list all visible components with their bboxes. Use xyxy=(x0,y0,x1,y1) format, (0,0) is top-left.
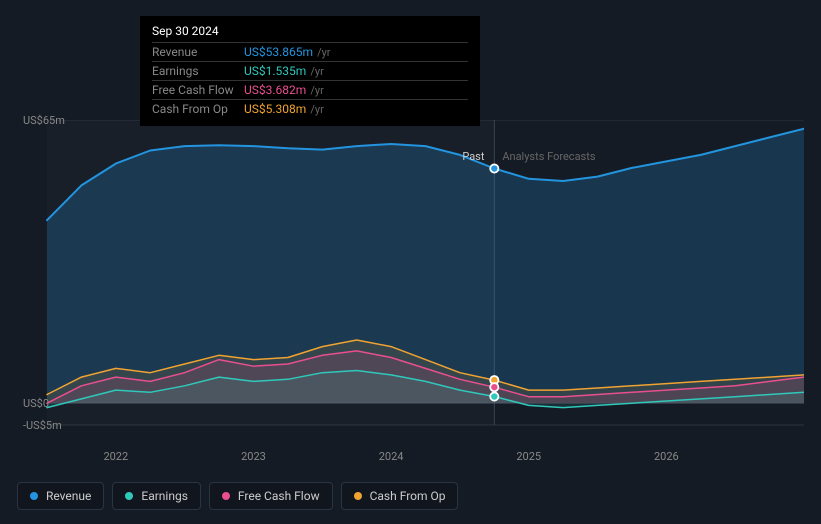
tooltip-metric-suffix: /yr xyxy=(310,84,323,97)
legend-color-icon xyxy=(125,492,133,500)
tooltip-metric-value: US$53.865m xyxy=(244,45,313,59)
tooltip-metric-value: US$3.682m xyxy=(244,83,306,97)
legend-color-icon xyxy=(354,492,362,500)
tooltip-metric-value: US$5.308m xyxy=(244,102,306,116)
legend-label: Free Cash Flow xyxy=(238,489,320,503)
tooltip-metric-value: US$1.535m xyxy=(244,64,306,78)
chart-svg xyxy=(17,120,804,440)
x-axis-label: 2025 xyxy=(516,450,541,463)
tooltip-metric-label: Revenue xyxy=(152,45,244,59)
tooltip-row: EarningsUS$1.535m/yr xyxy=(152,61,468,80)
y-axis-label: US$0 xyxy=(23,397,49,410)
tooltip-metric-label: Earnings xyxy=(152,64,244,78)
legend-label: Revenue xyxy=(46,489,91,503)
chart-area[interactable]: US$65mUS$0-US$5m20222023202420252026Past… xyxy=(17,120,804,440)
legend-item[interactable]: Earnings xyxy=(112,482,201,510)
tooltip-metric-suffix: /yr xyxy=(310,65,323,78)
tooltip-metric-label: Free Cash Flow xyxy=(152,83,244,97)
x-axis-label: 2024 xyxy=(379,450,404,463)
forecast-section-label: Analysts Forecasts xyxy=(502,150,595,163)
chart-legend: Revenue Earnings Free Cash Flow Cash From O… xyxy=(17,482,458,510)
x-axis-label: 2022 xyxy=(103,450,128,463)
tooltip-metric-suffix: /yr xyxy=(310,103,323,116)
tooltip-row: Cash From OpUS$5.308m/yr xyxy=(152,99,468,118)
tooltip-row: Free Cash FlowUS$3.682m/yr xyxy=(152,80,468,99)
legend-label: Cash From Op xyxy=(370,489,446,503)
y-axis-label: US$65m xyxy=(23,114,65,127)
chart-tooltip: Sep 30 2024 RevenueUS$53.865m/yrEarnings… xyxy=(140,16,480,126)
y-axis-label: -US$5m xyxy=(23,419,62,432)
past-section-label: Past xyxy=(462,150,484,163)
legend-item[interactable]: Free Cash Flow xyxy=(209,482,333,510)
tooltip-row: RevenueUS$53.865m/yr xyxy=(152,42,468,61)
tooltip-metric-label: Cash From Op xyxy=(152,102,244,116)
legend-item[interactable]: Revenue xyxy=(17,482,104,510)
legend-label: Earnings xyxy=(141,489,188,503)
legend-color-icon xyxy=(222,492,230,500)
tooltip-date: Sep 30 2024 xyxy=(152,24,468,38)
legend-item[interactable]: Cash From Op xyxy=(341,482,459,510)
x-axis-label: 2023 xyxy=(241,450,266,463)
legend-color-icon xyxy=(30,492,38,500)
tooltip-metric-suffix: /yr xyxy=(317,46,330,59)
x-axis-label: 2026 xyxy=(654,450,679,463)
